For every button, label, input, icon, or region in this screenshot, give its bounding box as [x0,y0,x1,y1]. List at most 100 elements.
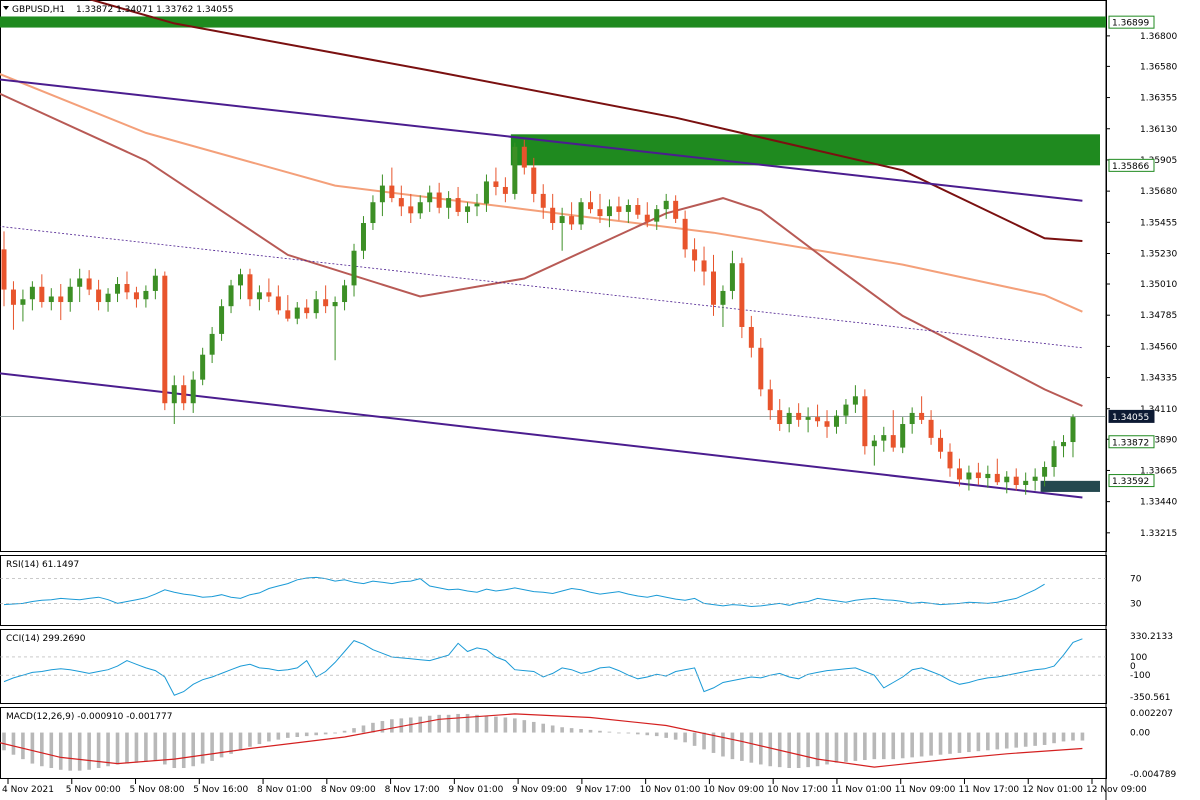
price-tag-label: 1.33872 [1112,438,1149,448]
price-tick-label: 1.34335 [1140,374,1177,384]
candle-body [313,299,319,314]
macd-bar [607,731,612,733]
candle-body [474,203,480,207]
candle-body [133,292,139,300]
macd-bar [513,718,517,733]
price-tag-label: 1.36899 [1112,19,1149,29]
candle-body [1061,442,1067,447]
macd-bar [248,732,252,747]
symbol-dropdown-icon[interactable] [3,6,9,10]
macd-bar [938,732,943,755]
macd-bar [844,732,848,762]
macd-bar [522,720,527,733]
candle-body [398,198,404,207]
zones-layer [0,16,1106,492]
time-tick-label: 8 Nov 09:00 [321,785,376,795]
price-tag-box [1108,158,1155,172]
candle-body [1004,476,1010,483]
candle-body [975,472,981,479]
candle-body [597,209,603,217]
macd-bar [531,721,536,733]
candle-body [550,207,556,224]
macd-bar [806,732,810,768]
candle-body [417,202,423,214]
candle-body [692,249,698,261]
candle-body [29,286,35,300]
channel-mid [0,226,1083,349]
candle-body [578,202,584,225]
candle-body [332,302,338,307]
macd-bar [702,732,706,750]
candle-body [483,181,489,204]
macd-bar [730,732,735,760]
candle-body [124,284,130,293]
macd-bar [276,732,281,740]
candle-body [947,451,953,469]
candle-body [39,286,45,303]
cci-axis-label: -100 [1130,671,1151,681]
macd-bar [323,732,328,735]
candle-body [635,204,641,215]
macd-bar [21,732,25,760]
macd-bar [333,732,337,734]
candle-body [238,274,243,286]
candle-body [427,192,433,203]
time-tick-label: 11 Nov 17:00 [958,785,1019,795]
price-tick-label: 1.34560 [1140,342,1177,352]
macd-bar [976,732,981,752]
macd-bar [664,732,668,738]
macd-bar [153,732,158,761]
candle-body [256,292,262,300]
candle-body [521,146,527,168]
candle-body [606,206,612,217]
macd-bar [579,729,583,733]
candle-body [152,275,158,291]
candle-body [938,437,944,452]
cci-axis-label: 100 [1130,653,1147,663]
macd-bar [219,732,224,758]
macd-bar [787,732,791,769]
macd-bar [654,732,659,737]
macd-bar [900,732,905,759]
candle-body [767,389,773,411]
macd-bar [863,732,867,761]
time-tick-label: 8 Nov 01:00 [257,785,312,795]
time-tick-label: 10 Nov 01:00 [640,785,701,795]
candle-body [275,296,281,311]
price-tick-label: 1.35455 [1140,218,1177,228]
candle-body [342,285,348,303]
supply-zone [510,134,1101,166]
candle-body [673,200,679,219]
candle-body [625,204,631,212]
candle-body [285,310,291,319]
candle-body [58,296,64,303]
macd-bar [910,732,914,758]
candle-body [96,289,102,303]
macd-bar [257,732,262,745]
candle-body [20,299,26,305]
macd-bar [957,732,962,753]
macd-bar [200,732,205,764]
macd-bar [569,728,574,733]
macd-axis-label: 0.00 [1130,729,1150,739]
time-tick-label: 4 Nov 2021 [2,785,54,795]
candle-body [956,468,962,480]
macd-bar [1033,732,1037,746]
candle-body [531,167,537,194]
macd-bar [115,732,120,765]
candle-body [1032,476,1038,481]
macd-bar [427,715,432,733]
ohlc-readout: 1.33872 1.34071 1.33762 1.34055 [76,5,233,15]
macd-bar [484,715,489,733]
time-tick-label: 9 Nov 17:00 [576,785,631,795]
candle-body [833,415,839,427]
macd-bar [295,732,300,737]
macd-bar [134,732,139,763]
macd-bar [1061,732,1066,742]
time-tick-label: 12 Nov 09:00 [1086,785,1147,795]
macd-bar [749,732,754,763]
macd-bar [645,732,650,736]
macd-bar [759,732,763,765]
macd-axis-label: -0.004789 [1130,770,1176,780]
